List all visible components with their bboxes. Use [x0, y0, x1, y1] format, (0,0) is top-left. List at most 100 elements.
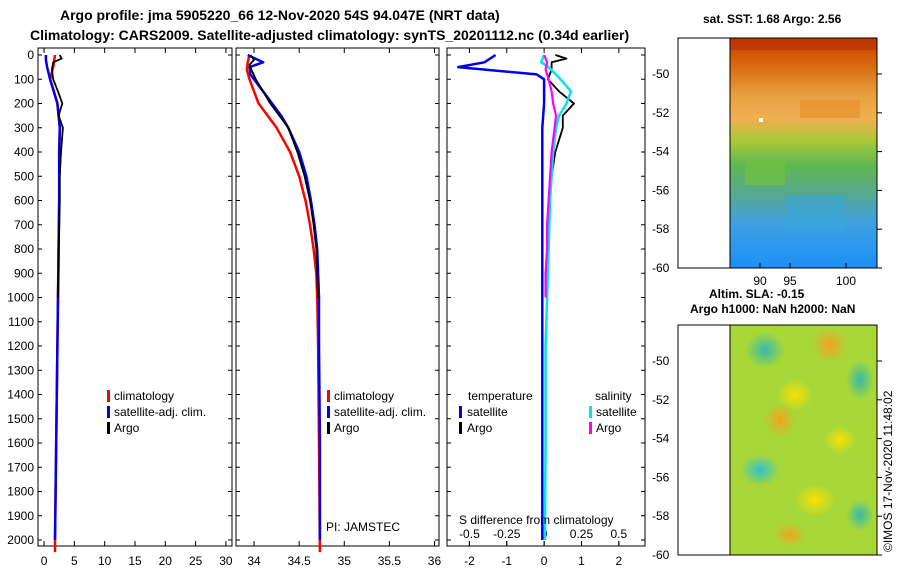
sla-anomaly — [745, 332, 785, 368]
x-tick-label: 36 — [428, 554, 442, 568]
figure-title-line2: Climatology: CARS2009. Satellite-adjuste… — [30, 27, 629, 43]
sla-anomaly — [812, 327, 848, 363]
depth-tick-label: 800 — [14, 242, 34, 256]
difference-panel: -2 -1 0 1 2 -0.5 -0.25 0 0.25 0.5 temperature sa… — [446, 47, 646, 568]
map-y-tick-label: -50 — [652, 354, 670, 368]
x-tick-label: 35 — [338, 554, 352, 568]
salinity-legend: climatology satellite-adj. clim. Argo — [327, 389, 426, 435]
figure-title-line1: Argo profile: jma 5905220_66 12-Nov-2020… — [60, 7, 500, 23]
series-line-argo — [248, 54, 319, 298]
sst-map-nodata — [677, 37, 731, 269]
legend-sal-argo-label: Argo — [596, 421, 622, 435]
imos-credit: ©IMOS 17-Nov-2020 11:48:02 — [881, 390, 895, 552]
x-tick-label: 20 — [159, 554, 173, 568]
legend-satellite-label: satellite-adj. clim. — [114, 405, 206, 419]
x-tick-label: -1 — [501, 554, 512, 568]
series-line-salinity-argo — [543, 54, 558, 298]
sla-map-frame — [677, 324, 878, 556]
temperature-legend: climatology satellite-adj. clim. Argo — [107, 389, 206, 435]
sst-map-x-ticks: 90 95 100 — [753, 263, 856, 288]
depth-tick-label: 2000 — [7, 533, 34, 547]
legend-argo-swatch — [107, 422, 110, 434]
sla-anomaly — [764, 402, 796, 438]
sla-map-y-ticks: -50 -52 -54 -56 -58 -60 — [652, 354, 882, 562]
temperature-panel-frame — [37, 47, 233, 547]
map-y-tick-label: -54 — [652, 432, 670, 446]
x-tick-label: 15 — [128, 554, 142, 568]
map-y-tick-label: -52 — [652, 106, 670, 120]
sst-map-patch — [800, 100, 860, 118]
secondary-tick-label: 0.5 — [611, 527, 628, 541]
legend-temp-argo-swatch — [459, 422, 462, 434]
depth-tick-label: 1800 — [7, 485, 34, 499]
map-y-tick-label: -60 — [652, 261, 670, 275]
legend-climatology-label: climatology — [334, 389, 394, 403]
sla-map-nodata — [677, 324, 731, 556]
x-tick-label: 1 — [578, 554, 585, 568]
s-difference-label: S difference from climatology — [459, 513, 614, 527]
x-tick-label: 10 — [98, 554, 112, 568]
temperature-series — [44, 54, 64, 553]
secondary-tick-label: -0.5 — [459, 527, 480, 541]
sst-map: sat. SST: 1.68 Argo: 2.56 -50-52-54-56-5… — [652, 12, 882, 288]
legend-sal-satellite-label: satellite — [596, 405, 637, 419]
map-y-tick-label: -54 — [652, 145, 670, 159]
x-tick-label: -2 — [464, 554, 475, 568]
legend-temperature-heading: temperature — [468, 389, 533, 403]
series-line-argo — [51, 54, 64, 298]
depth-tick-label: 300 — [14, 121, 34, 135]
salinity-panel: 34 34.5 35 35.5 36 climatology satellite-adj… — [235, 47, 441, 568]
pi-annotation: PI: JAMSTEC — [326, 520, 400, 534]
legend-satellite-swatch — [107, 406, 110, 418]
map-x-tick-label: 100 — [836, 274, 856, 288]
depth-tick-label: 1900 — [7, 509, 34, 523]
sla-anomaly — [777, 379, 813, 411]
sla-anomaly — [740, 454, 780, 486]
x-tick-label: 0 — [41, 554, 48, 568]
depth-tick-label: 1600 — [7, 436, 34, 450]
sla-map: Altim. SLA: -0.15 Argo h1000: NaN h2000:… — [652, 287, 882, 562]
sst-map-title: sat. SST: 1.68 Argo: 2.56 — [703, 12, 842, 26]
sla-anomaly — [795, 484, 835, 516]
series-line-satellite-adj-clim- — [44, 55, 62, 541]
series-line-salinity-satellite — [539, 54, 573, 541]
temperature-x-ticks: 0 5 10 15 20 25 30 — [41, 48, 233, 568]
sst-map-field — [730, 38, 877, 268]
map-y-tick-label: -52 — [652, 393, 670, 407]
legend-sal-argo-swatch — [589, 422, 592, 434]
x-tick-label: 0 — [541, 554, 548, 568]
series-line-climatology — [245, 54, 322, 553]
legend-climatology-swatch — [327, 390, 330, 402]
difference-y-ticks — [447, 54, 645, 541]
x-tick-label: 35.5 — [378, 554, 402, 568]
salinity-y-ticks — [236, 54, 439, 541]
sst-map-y-ticks: -50 -52 -54 -56 -58 -60 — [652, 67, 882, 275]
map-y-tick-label: -56 — [652, 470, 670, 484]
salinity-x-ticks: 34 34.5 35 35.5 36 — [247, 48, 441, 568]
map-y-tick-label: -50 — [652, 67, 670, 81]
legend-sal-satellite-swatch — [589, 406, 592, 418]
map-x-tick-label: 95 — [783, 274, 797, 288]
depth-tick-label: 700 — [14, 218, 34, 232]
map-y-tick-label: -58 — [652, 509, 670, 523]
sst-map-patch — [785, 195, 845, 230]
x-tick-label: 5 — [71, 554, 78, 568]
series-line-satellite-adj-clim- — [247, 53, 322, 540]
salinity-panel-frame — [235, 47, 440, 547]
legend-satellite-swatch — [327, 406, 330, 418]
temperature-y-ticks — [38, 54, 232, 541]
legend-climatology-swatch — [107, 390, 110, 402]
depth-tick-label: 1400 — [7, 388, 34, 402]
sst-map-patch — [745, 160, 785, 185]
x-tick-label: 34.5 — [287, 554, 311, 568]
legend-satellite-label: satellite-adj. clim. — [334, 405, 426, 419]
x-tick-label: 2 — [616, 554, 623, 568]
depth-tick-label: 1300 — [7, 363, 34, 377]
depth-axis-labels: 0 100 200 300 400 500 600 700 800 900 1000 1100 1200… — [7, 48, 34, 547]
depth-tick-label: 1000 — [7, 291, 34, 305]
depth-tick-label: 400 — [14, 145, 34, 159]
map-y-tick-label: -60 — [652, 548, 670, 562]
map-y-tick-label: -56 — [652, 183, 670, 197]
